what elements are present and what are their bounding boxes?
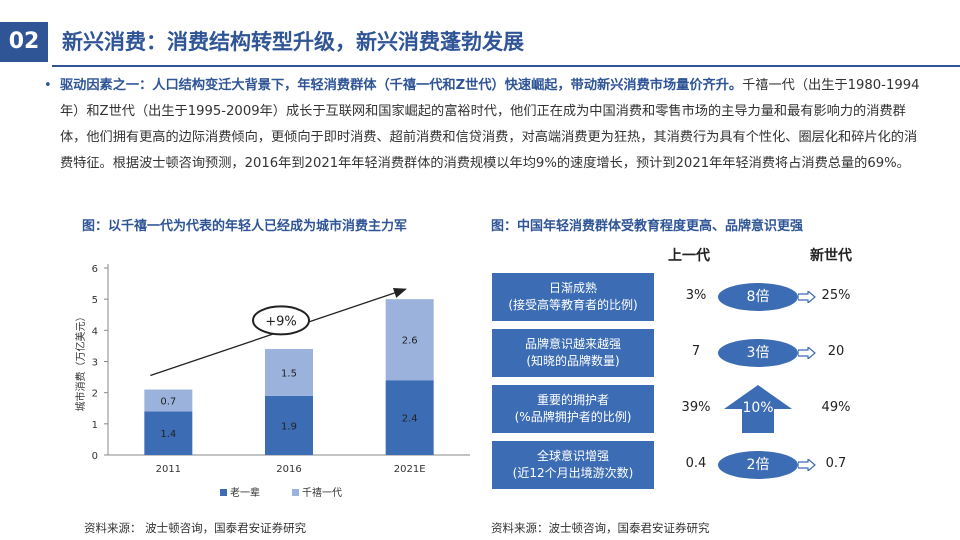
metric-title: 品牌意识越来越强: [524, 337, 621, 351]
right-figure-title: 图：中国年轻消费群体受教育程度更高、品牌意识更强: [491, 219, 804, 234]
legend-swatch: [292, 489, 299, 496]
y-tick-label: 1: [92, 420, 98, 431]
right-arrow-icon: [798, 459, 816, 471]
metric-title: 重要的拥护者: [536, 393, 609, 407]
bar-value-label: 2.4: [402, 414, 418, 425]
new-generation-value: 0.7: [825, 456, 847, 471]
metric-subtitle: (接受高等教育者的比例): [508, 298, 638, 312]
header-divider: [52, 65, 960, 67]
up-arrow-icon: 10%: [724, 385, 792, 433]
legend-swatch: [220, 489, 227, 496]
bar-segment: [385, 380, 434, 455]
x-tick-label: 2011: [156, 464, 181, 475]
bar-segment: [144, 411, 193, 455]
old-generation-value: 0.4: [685, 456, 707, 471]
paragraph-lead: 驱动因素之一：人口结构变迁大背景下，年轻消费群体（千禧一代和Z世代）快速崛起，带…: [60, 78, 743, 93]
paragraph-body: 千禧一代（出生于1980-1994年）和Z世代（出生于1995-2009年）成长…: [60, 78, 920, 171]
y-tick-label: 4: [92, 326, 98, 337]
y-axis-label: 城市消费（万亿美元）: [74, 312, 87, 412]
old-generation-value: 3%: [685, 288, 707, 303]
y-tick-label: 3: [92, 358, 98, 369]
metric-subtitle: (近12个月出境游次数): [512, 466, 634, 480]
bar-value-label: 0.7: [160, 396, 176, 407]
new-generation-value: 49%: [821, 400, 851, 415]
y-tick-label: 5: [92, 295, 98, 306]
metric-label-box: 日渐成熟 (接受高等教育者的比例): [492, 273, 654, 321]
legend-label: 千禧一代: [302, 486, 342, 499]
multiplier-badge: 2倍: [718, 451, 798, 479]
x-tick-label: 2021E: [394, 464, 426, 475]
y-tick-label: 2: [92, 389, 98, 400]
bar-value-label: 1.4: [160, 429, 176, 440]
multiplier-badge: 3倍: [718, 339, 798, 367]
y-tick-label: 0: [92, 451, 98, 462]
y-tick-label: 6: [92, 264, 98, 275]
bar-value-label: 2.6: [402, 336, 418, 347]
left-source-note: 资料来源： 波士顿咨询，国泰君安证券研究: [84, 521, 307, 535]
bar-segment: [265, 395, 313, 455]
new-generation-header: 新世代: [810, 248, 852, 264]
consumption-bar-chart: 0 1 2 3 4 5 6 城市消费（万亿美元） 1.4 0.7 2011 1.9 1.5 2016 2.4…: [74, 264, 470, 499]
new-generation-value: 25%: [821, 288, 851, 303]
metric-label-box: 品牌意识越来越强 (知晓的品牌数量): [492, 329, 654, 377]
bar-segment: [265, 349, 313, 396]
x-tick-label: 2016: [276, 464, 301, 475]
legend-label: 老一辈: [230, 486, 260, 499]
old-generation-header: 上一代: [668, 248, 710, 264]
slide-header: 02 新兴消费：消费结构转型升级，新兴消费蓬勃发展: [0, 22, 960, 67]
growth-badge: [252, 305, 310, 336]
right-arrow-icon: [798, 291, 816, 303]
bullet-icon: •: [44, 78, 52, 93]
bar-segment: [144, 389, 193, 412]
metric-label-box: 重要的拥护者 (%品牌拥护者的比例): [492, 385, 654, 433]
old-generation-value: 39%: [681, 400, 711, 415]
growth-badge-label: +9%: [265, 314, 297, 329]
metric-subtitle: (%品牌拥护者的比例): [514, 410, 632, 424]
new-generation-value: 20: [827, 344, 845, 359]
generation-comparison: 上一代 新世代 日渐成熟 (接受高等教育者的比例) 3% 8倍 25% 品牌意识越来越强 (…: [480, 245, 920, 505]
old-generation-value: 7: [691, 344, 701, 359]
metric-label-box: 全球意识增强 (近12个月出境游次数): [492, 441, 654, 489]
slide-title: 新兴消费：消费结构转型升级，新兴消费蓬勃发展: [62, 30, 524, 54]
multiplier-badge: 8倍: [718, 283, 798, 311]
bar-segment: [385, 299, 434, 381]
right-arrow-icon: [798, 347, 816, 359]
metric-title: 日渐成熟: [548, 281, 597, 295]
metric-subtitle: (知晓的品牌数量): [526, 354, 620, 368]
body-paragraph: • 驱动因素之一：人口结构变迁大背景下，年轻消费群体（千禧一代和Z世代）快速崛起…: [44, 73, 930, 177]
metric-title: 全球意识增强: [536, 449, 609, 463]
bar-value-label: 1.9: [281, 421, 297, 432]
right-source-note: 资料来源：波士顿咨询，国泰君安证券研究: [491, 521, 710, 535]
left-figure-title: 图：以千禧一代为代表的年轻人已经成为城市消费主力军: [82, 219, 408, 234]
section-number: 02: [0, 22, 48, 62]
bar-value-label: 1.5: [281, 368, 297, 379]
multiplier-label: 10%: [742, 400, 773, 416]
